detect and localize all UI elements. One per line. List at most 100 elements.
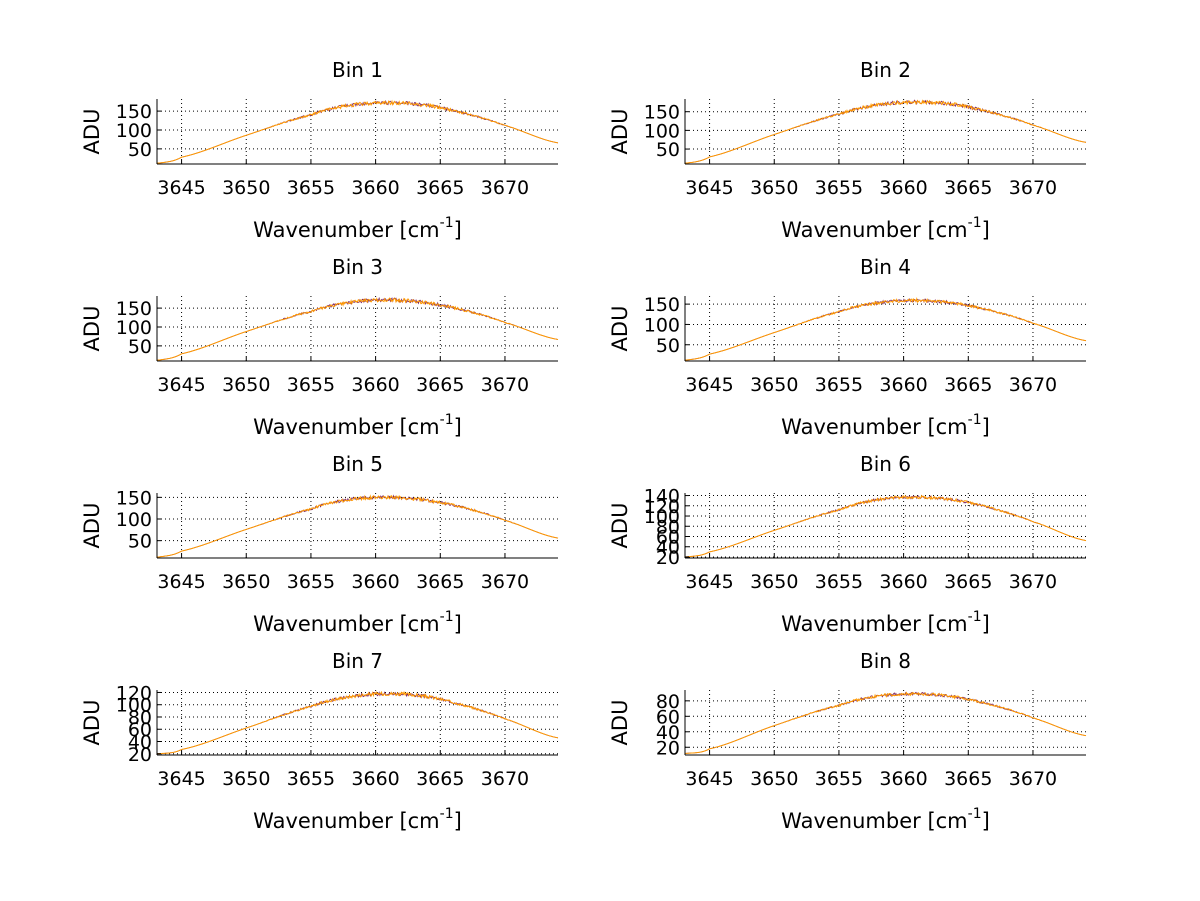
x-tick-label: 3660 — [351, 571, 399, 593]
y-axis-label: ADU — [608, 700, 632, 746]
y-tick-label: 100 — [644, 120, 680, 142]
x-axis-label-text: Wavenumber [cm — [781, 809, 967, 833]
x-axis-label-bracket: ] — [982, 218, 990, 242]
x-tick-label: 3645 — [157, 768, 205, 790]
subplot-title: Bin 6 — [860, 452, 911, 476]
y-tick-label: 50 — [128, 531, 152, 553]
x-axis-label-superscript: -1 — [440, 412, 454, 428]
grid-lines — [685, 296, 1086, 361]
y-tick-label: 100 — [116, 120, 152, 142]
subplot-bin-6: Bin 6 3645 3650 3655 3660 3665 3670 20406080100… — [608, 452, 1087, 636]
x-axis-label-text: Wavenumber [cm — [253, 809, 439, 833]
x-axis-label-bracket: ] — [454, 218, 462, 242]
x-tick-label: 3665 — [416, 177, 464, 199]
x-tick-label: 3660 — [879, 571, 927, 593]
y-tick-label: 140 — [644, 486, 680, 508]
y-tick-label: 150 — [116, 298, 152, 320]
x-axis-label: Wavenumber [cm-1] — [253, 412, 462, 439]
x-axis-label: Wavenumber [cm-1] — [781, 412, 990, 439]
x-axis-label: Wavenumber [cm-1] — [781, 806, 990, 833]
x-axis-label: Wavenumber [cm-1] — [253, 215, 462, 242]
y-axis-label: ADU — [80, 109, 104, 155]
x-tick-label: 3655 — [815, 177, 863, 199]
y-tick-label: 40 — [656, 537, 680, 559]
y-tick-label: 100 — [116, 695, 152, 717]
x-tick-label: 3655 — [815, 374, 863, 396]
subplot-title: Bin 2 — [860, 58, 911, 82]
x-tick-label: 3660 — [351, 374, 399, 396]
x-axis-label-superscript: -1 — [440, 609, 454, 625]
x-tick-label: 3665 — [944, 571, 992, 593]
x-axis-label-text: Wavenumber [cm — [253, 415, 439, 439]
x-tick-label: 3645 — [685, 177, 733, 199]
x-axis-label-bracket: ] — [982, 415, 990, 439]
y-tick-label: 150 — [644, 294, 680, 316]
x-tick-label: 3650 — [222, 768, 270, 790]
x-tick-label: 3650 — [750, 374, 798, 396]
grid-lines — [685, 690, 1086, 755]
subplot-title: Bin 5 — [332, 452, 383, 476]
y-tick-label: 60 — [128, 719, 152, 741]
x-axis-label-bracket: ] — [454, 415, 462, 439]
series-line — [684, 99, 1087, 164]
y-tick-label: 80 — [128, 707, 152, 729]
subplot-title: Bin 1 — [332, 58, 383, 82]
y-axis-label: ADU — [80, 700, 104, 746]
x-axis-label: Wavenumber [cm-1] — [781, 609, 990, 636]
y-tick-label: 20 — [656, 737, 680, 759]
x-axis-label-text: Wavenumber [cm — [781, 415, 967, 439]
series-line — [156, 99, 559, 164]
x-tick-label: 3650 — [222, 374, 270, 396]
y-tick-label: 80 — [656, 691, 680, 713]
y-tick-label: 100 — [116, 509, 152, 531]
y-axis-label: ADU — [608, 109, 632, 155]
y-axis-label: ADU — [80, 306, 104, 352]
x-tick-label: 3660 — [879, 177, 927, 199]
x-tick-label: 3650 — [750, 768, 798, 790]
y-axis-label: ADU — [608, 306, 632, 352]
y-tick-label: 120 — [644, 496, 680, 518]
y-tick-label: 50 — [656, 335, 680, 357]
x-tick-label: 3645 — [157, 177, 205, 199]
y-tick-label: 60 — [656, 706, 680, 728]
subplot-title: Bin 7 — [332, 649, 383, 673]
x-axis-label-text: Wavenumber [cm — [253, 612, 439, 636]
x-tick-label: 3670 — [1009, 768, 1057, 790]
y-tick-label: 100 — [644, 506, 680, 528]
x-axis-label-superscript: -1 — [968, 806, 982, 822]
series-line — [156, 494, 559, 558]
x-tick-label: 3655 — [287, 177, 335, 199]
x-tick-label: 3670 — [1009, 177, 1057, 199]
x-axis-label-superscript: -1 — [968, 609, 982, 625]
series-line-secondary — [684, 691, 1087, 754]
x-axis-label-bracket: ] — [982, 612, 990, 636]
series-line-secondary — [684, 99, 1087, 164]
x-tick-label: 3655 — [287, 374, 335, 396]
y-tick-label: 150 — [116, 101, 152, 123]
x-tick-label: 3665 — [416, 374, 464, 396]
grid-lines — [685, 493, 1086, 558]
x-tick-label: 3660 — [879, 768, 927, 790]
x-tick-label: 3670 — [481, 768, 529, 790]
y-tick-label: 50 — [128, 139, 152, 161]
grid-lines — [157, 690, 558, 755]
x-tick-label: 3645 — [685, 768, 733, 790]
x-tick-label: 3665 — [944, 374, 992, 396]
y-tick-label: 60 — [656, 527, 680, 549]
x-tick-label: 3660 — [351, 177, 399, 199]
x-axis-label-bracket: ] — [982, 809, 990, 833]
x-tick-label: 3645 — [685, 571, 733, 593]
subplot-title: Bin 4 — [860, 255, 911, 279]
series-line-secondary — [156, 296, 559, 361]
x-tick-label: 3670 — [1009, 571, 1057, 593]
x-tick-label: 3660 — [351, 768, 399, 790]
grid-lines — [157, 493, 558, 558]
x-tick-label: 3670 — [481, 571, 529, 593]
x-axis-label: Wavenumber [cm-1] — [253, 609, 462, 636]
x-tick-label: 3650 — [222, 571, 270, 593]
x-axis-label-text: Wavenumber [cm — [781, 218, 967, 242]
x-tick-label: 3670 — [481, 374, 529, 396]
